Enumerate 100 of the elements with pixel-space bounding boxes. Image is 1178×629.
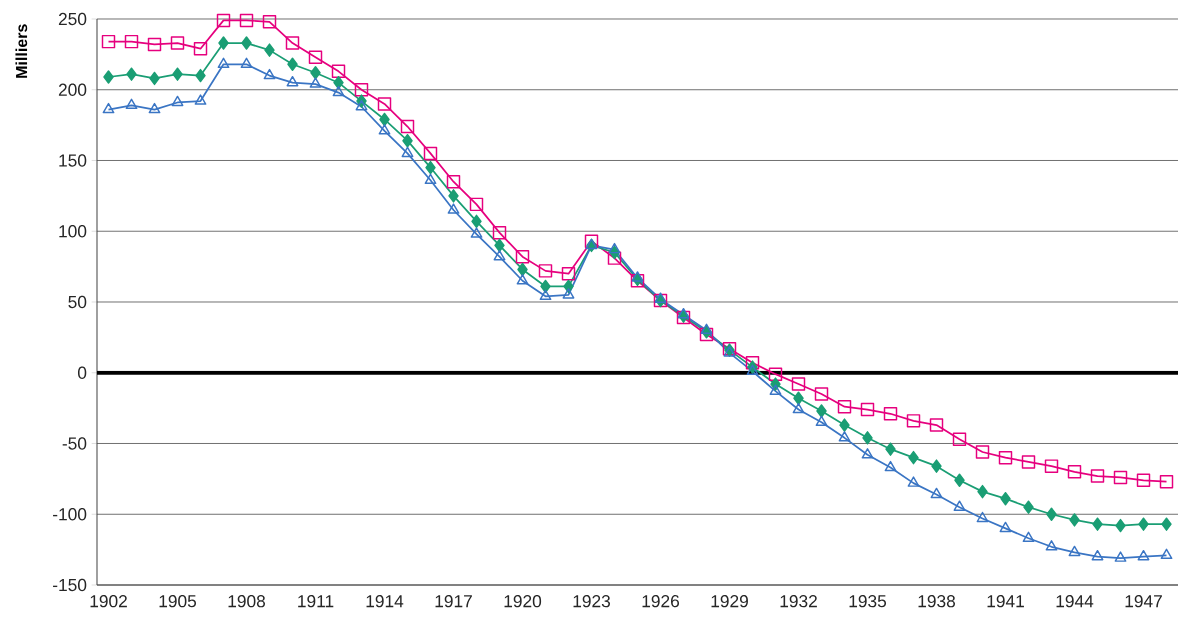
x-tick-label: 1932 <box>780 595 817 608</box>
y-axis-title: Milliers <box>15 24 28 78</box>
x-tick-label: 1929 <box>711 595 748 608</box>
point <box>1159 474 1174 489</box>
point <box>446 174 461 189</box>
point <box>241 36 252 50</box>
point <box>216 13 231 28</box>
point <box>240 57 253 69</box>
x-tick-label: 1935 <box>849 595 887 608</box>
point <box>494 238 505 253</box>
point <box>907 476 920 487</box>
point <box>562 288 575 299</box>
point <box>930 487 943 499</box>
point <box>102 102 115 114</box>
point <box>885 442 896 456</box>
point <box>377 97 392 111</box>
point <box>977 484 988 499</box>
point <box>147 37 162 52</box>
point <box>515 249 530 264</box>
y-tick-label: -50 <box>62 437 87 450</box>
point <box>929 418 944 432</box>
point <box>1115 518 1126 533</box>
point <box>308 50 323 64</box>
point <box>677 308 690 319</box>
point <box>1091 549 1104 561</box>
point <box>287 57 298 72</box>
y-tick-label: 250 <box>58 12 87 26</box>
point <box>999 521 1012 533</box>
point <box>379 112 390 127</box>
point <box>815 415 828 427</box>
point <box>814 387 829 401</box>
point <box>355 99 368 111</box>
point <box>1090 469 1105 483</box>
point <box>1067 465 1082 479</box>
point <box>1114 551 1127 562</box>
x-tick-label: 1941 <box>987 595 1024 608</box>
point <box>768 367 783 381</box>
x-tick-label: 1926 <box>642 595 680 608</box>
y-tick-label: 50 <box>68 295 87 309</box>
point <box>194 94 207 105</box>
point <box>1160 548 1173 560</box>
point <box>1138 517 1149 531</box>
point <box>286 75 299 87</box>
point <box>172 67 183 81</box>
point <box>217 57 230 69</box>
point <box>861 448 874 459</box>
point <box>584 234 599 248</box>
point <box>126 67 137 81</box>
point <box>700 323 713 335</box>
point <box>193 41 208 56</box>
point <box>839 418 850 432</box>
point <box>492 225 507 240</box>
point <box>1113 470 1128 485</box>
point <box>264 43 275 57</box>
point <box>400 119 415 134</box>
y-tick-label: -100 <box>53 508 87 521</box>
y-tick-label: 150 <box>59 154 87 167</box>
point <box>470 227 483 238</box>
point <box>103 70 114 84</box>
point <box>1022 531 1035 543</box>
point <box>423 146 438 161</box>
point <box>908 450 919 465</box>
point <box>425 160 436 175</box>
point <box>745 356 760 370</box>
x-tick-label: 1905 <box>159 595 197 608</box>
point <box>1136 473 1151 488</box>
point <box>608 242 621 254</box>
point <box>493 249 506 261</box>
point <box>332 85 345 97</box>
point <box>239 13 254 28</box>
point <box>1069 513 1080 527</box>
point <box>953 500 966 511</box>
point <box>1044 459 1059 473</box>
point <box>310 66 321 80</box>
point <box>1045 540 1058 551</box>
point <box>838 431 851 442</box>
point <box>1137 549 1150 561</box>
point <box>401 146 414 158</box>
x-tick-label: 1944 <box>1056 595 1094 608</box>
y-tick-label: -150 <box>53 578 87 592</box>
point <box>469 197 484 212</box>
point <box>954 473 965 488</box>
point <box>125 98 138 110</box>
y-tick-label: 200 <box>58 83 87 96</box>
x-tick-label: 1914 <box>366 595 404 608</box>
point <box>791 377 806 391</box>
y-tick-label: 0 <box>77 366 87 379</box>
point <box>309 77 322 88</box>
point <box>448 189 459 203</box>
point <box>1046 507 1057 521</box>
point <box>331 64 346 79</box>
point <box>792 402 805 414</box>
y-tick-label: 100 <box>59 225 87 238</box>
point <box>1092 517 1103 531</box>
point <box>769 384 782 395</box>
point <box>884 460 897 472</box>
point <box>516 274 529 285</box>
point <box>1000 491 1011 506</box>
point <box>793 391 804 405</box>
x-tick-label: 1920 <box>504 595 542 608</box>
